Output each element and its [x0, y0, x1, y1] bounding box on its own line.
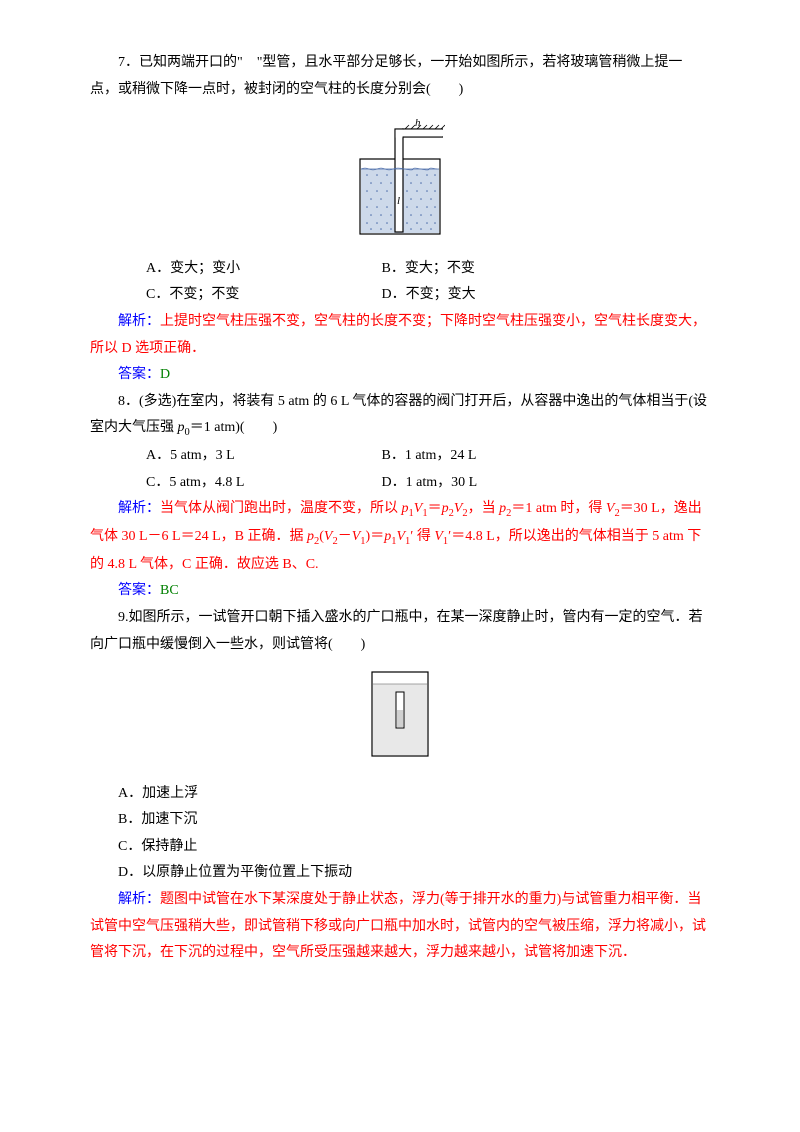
q7-opt-a: A．变大；变小	[118, 256, 378, 283]
answer-label: 答案：	[118, 583, 160, 598]
q9-opt-b: B．加速下沉	[90, 807, 710, 834]
a3: ＝1 atm 时，得	[511, 501, 606, 516]
q8-options-row2: C．5 atm，4.8 L D．1 atm，30 L	[90, 470, 710, 497]
eq: p	[442, 501, 449, 516]
q8-options-row1: A．5 atm，3 L B．1 atm，24 L	[90, 443, 710, 470]
q7-opt-d: D．不变；变大	[382, 287, 476, 302]
q8-text2: ＝1 atm)( )	[190, 420, 277, 435]
q9-opt-c: C．保持静止	[90, 834, 710, 861]
answer-value: BC	[160, 583, 179, 598]
q8-stem: 8．(多选)在室内，将装有 5 atm 的 6 L 气体的容器的阀门打开后，从容…	[90, 389, 710, 443]
q7-options-row1: A．变大；变小 B．变大；不变	[90, 256, 710, 283]
analysis-label: 解析：	[118, 892, 160, 907]
eq: ＝	[428, 501, 442, 516]
q8-analysis: 解析：当气体从阀门跑出时，温度不变，所以 p1V1＝p2V2，当 p2＝1 at…	[90, 496, 710, 578]
eq: V	[434, 529, 443, 544]
eq: V	[352, 529, 361, 544]
q7-stem: 7．已知两端开口的" "型管，且水平部分足够长，一开始如图所示，若将玻璃管稍微上…	[90, 50, 710, 103]
eq: p	[402, 501, 409, 516]
answer-value: D	[160, 367, 170, 382]
q8-p0: p	[178, 420, 185, 435]
a2: ，当	[468, 501, 500, 516]
a6: 得	[413, 529, 434, 544]
q8-opt-c: C．5 atm，4.8 L	[118, 470, 378, 497]
eq: －	[338, 529, 352, 544]
q9-analysis: 解析：题图中试管在水下某深度处于静止状态，浮力(等于排开水的重力)与试管重力相平…	[90, 887, 710, 967]
analysis-text: 题图中试管在水下某深度处于静止状态，浮力(等于排开水的重力)与试管重力相平衡．当…	[90, 892, 706, 960]
q7-opt-c: C．不变；不变	[118, 282, 378, 309]
q7-answer: 答案：D	[90, 362, 710, 389]
q7-analysis: 解析：上提时空气柱压强不变，空气柱的长度不变；下降时空气柱压强变小，空气柱长度变…	[90, 309, 710, 362]
eq: p	[307, 529, 314, 544]
svg-text:h: h	[415, 117, 421, 129]
q8-opt-a: A．5 atm，3 L	[118, 443, 378, 470]
q9-figure	[90, 664, 710, 775]
q7-figure: h l	[90, 109, 710, 250]
q7-opt-b: B．变大；不变	[382, 261, 475, 276]
analysis-label: 解析：	[118, 314, 160, 329]
eq: ＝	[370, 529, 384, 544]
analysis-label: 解析：	[118, 501, 160, 516]
q8-opt-b: B．1 atm，24 L	[382, 448, 477, 463]
a1: 当气体从阀门跑出时，温度不变，所以	[160, 501, 402, 516]
svg-text:l: l	[397, 195, 400, 207]
q9-opt-a: A．加速上浮	[90, 781, 710, 808]
analysis-text: 上提时空气柱压强不变，空气柱的长度不变；下降时空气柱压强变小，空气柱长度变大，所…	[90, 314, 706, 356]
q7-options-row2: C．不变；不变 D．不变；变大	[90, 282, 710, 309]
q8-opt-d: D．1 atm，30 L	[382, 475, 478, 490]
eq: V	[396, 529, 405, 544]
q8-answer: 答案：BC	[90, 578, 710, 605]
q9-opt-d: D．以原静止位置为平衡位置上下振动	[90, 860, 710, 887]
q9-stem: 9.如图所示，一试管开口朝下插入盛水的广口瓶中，在某一深度静止时，管内有一定的空…	[90, 605, 710, 658]
answer-label: 答案：	[118, 367, 160, 382]
